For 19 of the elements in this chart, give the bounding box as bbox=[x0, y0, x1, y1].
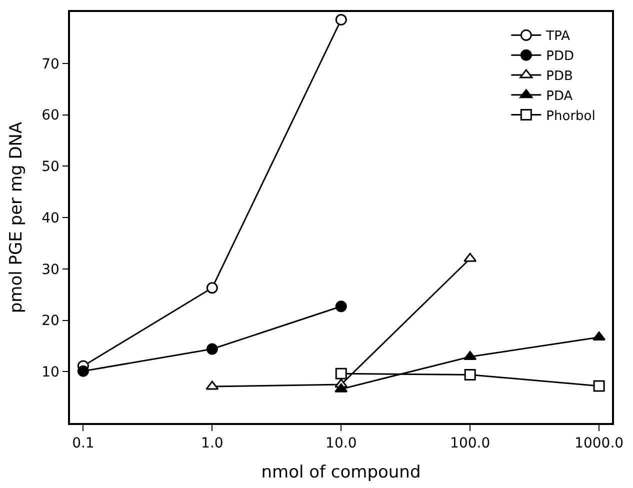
y-tick-label: 40 bbox=[42, 210, 60, 226]
x-tick-label: 0.1 bbox=[72, 436, 94, 452]
x-tick-label: 100.0 bbox=[450, 436, 490, 452]
y-tick-label: 60 bbox=[42, 108, 60, 124]
y-tick-label: 30 bbox=[42, 262, 60, 278]
x-axis-title: nmol of compound bbox=[261, 462, 421, 482]
legend-label: PDB bbox=[546, 69, 573, 84]
y-tick-label: 10 bbox=[42, 364, 60, 381]
y-tick-label: 20 bbox=[42, 313, 60, 330]
y-tick-label: 50 bbox=[42, 159, 60, 176]
y-axis-title: pmol PGE per mg DNA bbox=[6, 121, 27, 314]
legend-label: TPA bbox=[545, 29, 570, 44]
x-tick-label: 1.0 bbox=[201, 436, 224, 452]
legend-label: PDA bbox=[546, 88, 573, 104]
x-tick-label: 10.0 bbox=[326, 436, 357, 452]
y-tick-label: 70 bbox=[42, 56, 60, 72]
legend-label: PDD bbox=[546, 49, 574, 64]
x-tick-label: 1000.0 bbox=[574, 436, 624, 452]
legend-label: Phorbol bbox=[546, 108, 596, 124]
